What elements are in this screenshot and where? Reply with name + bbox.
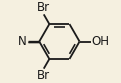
Text: Br: Br — [37, 1, 50, 14]
Text: N: N — [18, 35, 27, 48]
Text: OH: OH — [91, 35, 109, 48]
Text: Br: Br — [37, 69, 50, 82]
